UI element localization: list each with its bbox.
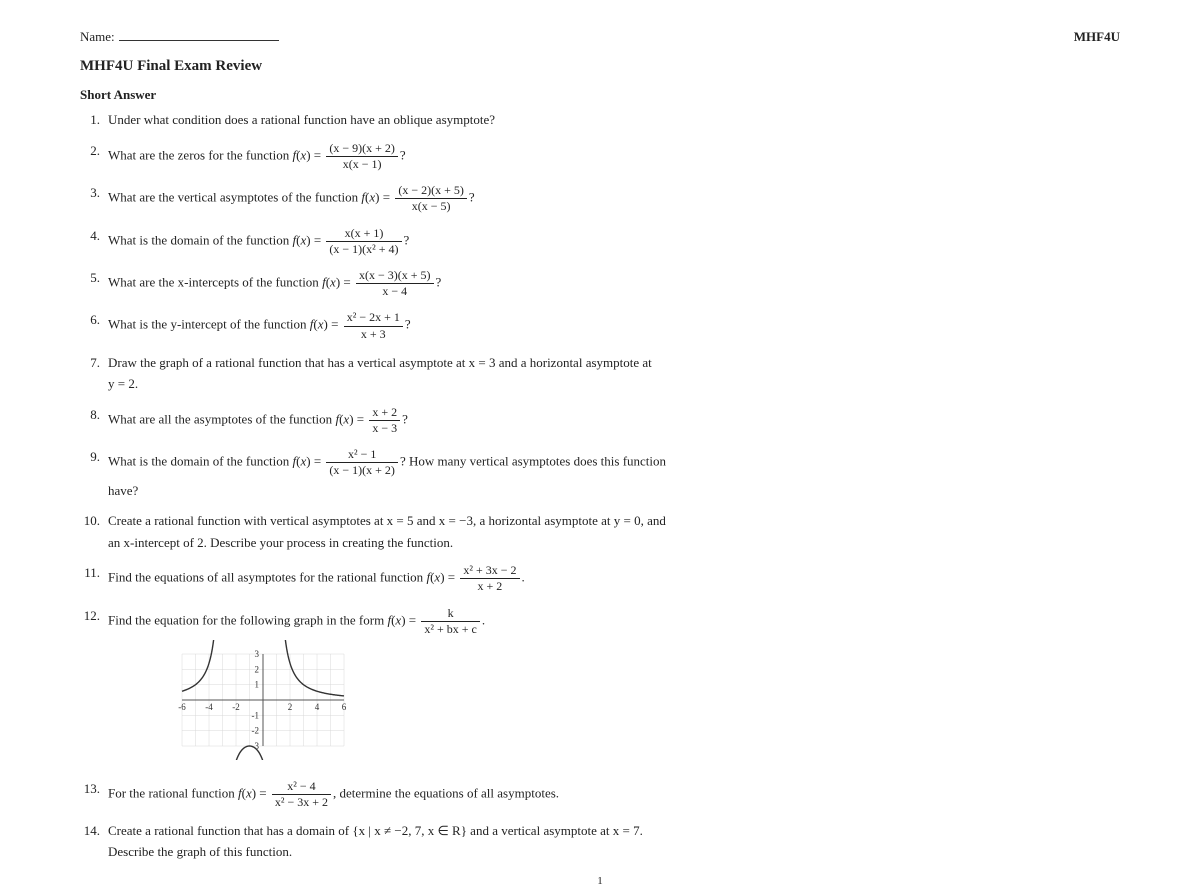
- course-code: MHF4U: [1074, 28, 1120, 46]
- q12-lead: Find the equation for the following grap…: [108, 612, 387, 627]
- q12-fraction: kx² + bx + c: [421, 607, 479, 636]
- q2: 2. What are the zeros for the function f…: [80, 142, 1120, 175]
- q14-text-a: Create a rational function that has a do…: [108, 822, 1120, 840]
- q5: 5. What are the x-intercepts of the func…: [80, 269, 1120, 302]
- q4-fraction: x(x + 1)(x − 1)(x² + 4): [326, 227, 401, 256]
- q9-tail: ? How many vertical asymptotes does this…: [400, 454, 666, 469]
- q3-lead: What are the vertical asymptotes of the …: [108, 190, 361, 205]
- q4: 4. What is the domain of the function f(…: [80, 227, 1120, 260]
- q7-text-b: y = 2.: [108, 375, 1120, 393]
- name-label: Name:: [80, 29, 115, 44]
- q13-lead: For the rational function: [108, 785, 238, 800]
- q8-lead: What are all the asymptotes of the funct…: [108, 412, 335, 427]
- q10-text-a: Create a rational function with vertical…: [108, 512, 1120, 530]
- q9-fraction: x² − 1(x − 1)(x + 2): [326, 448, 398, 477]
- q2-lead: What are the zeros for the function: [108, 148, 292, 163]
- svg-text:-4: -4: [205, 702, 213, 712]
- svg-text:2: 2: [255, 664, 260, 674]
- q8: 8. What are all the asymptotes of the fu…: [80, 406, 1120, 439]
- q9-lead: What is the domain of the function: [108, 454, 292, 469]
- question-list: 1. Under what condition does a rational …: [80, 111, 1120, 865]
- q14-text-b: Describe the graph of this function.: [108, 843, 1120, 861]
- q13: 13. For the rational function f(x) = x² …: [80, 780, 1120, 813]
- q11: 11. Find the equations of all asymptotes…: [80, 564, 1120, 597]
- doc-title: MHF4U Final Exam Review: [80, 56, 1120, 76]
- q6: 6. What is the y-intercept of the functi…: [80, 311, 1120, 344]
- page-number: 1: [80, 874, 1120, 889]
- q9-text-b: have?: [108, 482, 1120, 500]
- q7: 7. Draw the graph of a rational function…: [80, 354, 1120, 397]
- svg-text:-2: -2: [252, 726, 260, 736]
- q7-text-a: Draw the graph of a rational function th…: [108, 354, 1120, 372]
- svg-text:1: 1: [255, 680, 260, 690]
- q6-fraction: x² − 2x + 1x + 3: [344, 311, 403, 340]
- q4-lead: What is the domain of the function: [108, 232, 292, 247]
- q5-lead: What are the x-intercepts of the functio…: [108, 275, 322, 290]
- graph-svg: -6-4-2246-3-2-1123: [168, 640, 358, 760]
- section-heading: Short Answer: [80, 86, 1120, 104]
- q3-fraction: (x − 2)(x + 5)x(x − 5): [395, 184, 467, 213]
- q6-lead: What is the y-intercept of the function: [108, 317, 310, 332]
- page-header: Name: MHF4U: [80, 28, 1120, 46]
- svg-text:6: 6: [342, 702, 347, 712]
- q13-tail: , determine the equations of all asympto…: [333, 785, 559, 800]
- svg-text:-1: -1: [252, 710, 260, 720]
- svg-text:-6: -6: [178, 702, 186, 712]
- svg-text:3: 3: [255, 649, 260, 659]
- q12-graph: -6-4-2246-3-2-1123: [168, 640, 1120, 765]
- name-field: Name:: [80, 28, 279, 46]
- svg-text:4: 4: [315, 702, 320, 712]
- q12: 12. Find the equation for the following …: [80, 607, 1120, 771]
- q9: 9. What is the domain of the function f(…: [80, 448, 1120, 503]
- q1-text: Under what condition does a rational fun…: [108, 111, 1120, 129]
- svg-text:2: 2: [288, 702, 293, 712]
- q10: 10. Create a rational function with vert…: [80, 512, 1120, 555]
- q8-fraction: x + 2x − 3: [369, 406, 400, 435]
- q11-fraction: x² + 3x − 2x + 2: [460, 564, 519, 593]
- svg-text:-2: -2: [232, 702, 240, 712]
- q11-lead: Find the equations of all asymptotes for…: [108, 570, 426, 585]
- q5-fraction: x(x − 3)(x + 5)x − 4: [356, 269, 434, 298]
- q10-text-b: an x-intercept of 2. Describe your proce…: [108, 534, 1120, 552]
- q2-fraction: (x − 9)(x + 2)x(x − 1): [326, 142, 398, 171]
- q14: 14. Create a rational function that has …: [80, 822, 1120, 865]
- q3: 3. What are the vertical asymptotes of t…: [80, 184, 1120, 217]
- name-blank-line: [119, 30, 279, 41]
- q13-fraction: x² − 4x² − 3x + 2: [272, 780, 331, 809]
- q1: 1. Under what condition does a rational …: [80, 111, 1120, 133]
